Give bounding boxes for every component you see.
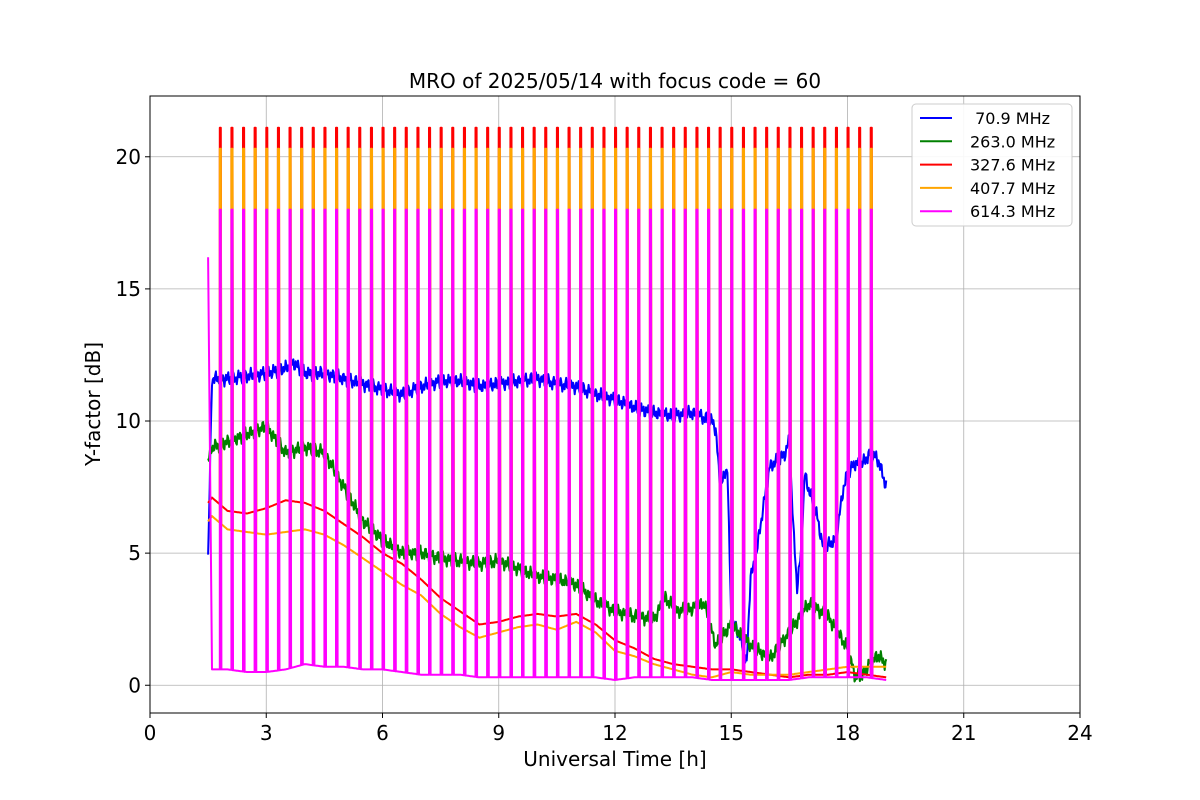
chart-title: MRO of 2025/05/14 with focus code = 60 xyxy=(409,69,821,93)
x-tick-label: 6 xyxy=(376,721,389,745)
y-tick-label: 5 xyxy=(128,541,141,565)
x-tick-label: 24 xyxy=(1067,721,1092,745)
y-tick-label: 15 xyxy=(116,277,141,301)
y-tick-label: 0 xyxy=(128,673,141,697)
series-line xyxy=(207,208,887,681)
legend-entry: 614.3 MHz xyxy=(970,202,1055,221)
legend-entry: 263.0 MHz xyxy=(970,132,1055,151)
x-tick-label: 15 xyxy=(719,721,744,745)
legend-entry: 407.7 MHz xyxy=(970,179,1055,198)
x-tick-label: 18 xyxy=(835,721,860,745)
x-tick-label: 9 xyxy=(492,721,505,745)
plot-area xyxy=(207,126,888,683)
y-axis-label: Y-factor [dB] xyxy=(81,342,105,467)
x-axis: 0 3 6 9 12 15 18 21 24 xyxy=(144,713,1093,745)
y-tick-label: 20 xyxy=(116,145,141,169)
y-tick-label: 10 xyxy=(116,409,141,433)
x-tick-label: 21 xyxy=(951,721,976,745)
legend: 70.9 MHz 263.0 MHz 327.6 MHz 407.7 MHz 614.3… xyxy=(911,103,1073,227)
x-tick-label: 12 xyxy=(602,721,627,745)
x-tick-label: 3 xyxy=(260,721,273,745)
y-axis: 0 5 10 15 20 xyxy=(116,145,150,697)
x-axis-label: Universal Time [h] xyxy=(523,747,706,771)
legend-entry: 327.6 MHz xyxy=(970,156,1055,175)
x-tick-label: 0 xyxy=(144,721,157,745)
legend-box xyxy=(911,103,1073,227)
legend-entry: 70.9 MHz xyxy=(970,109,1050,128)
